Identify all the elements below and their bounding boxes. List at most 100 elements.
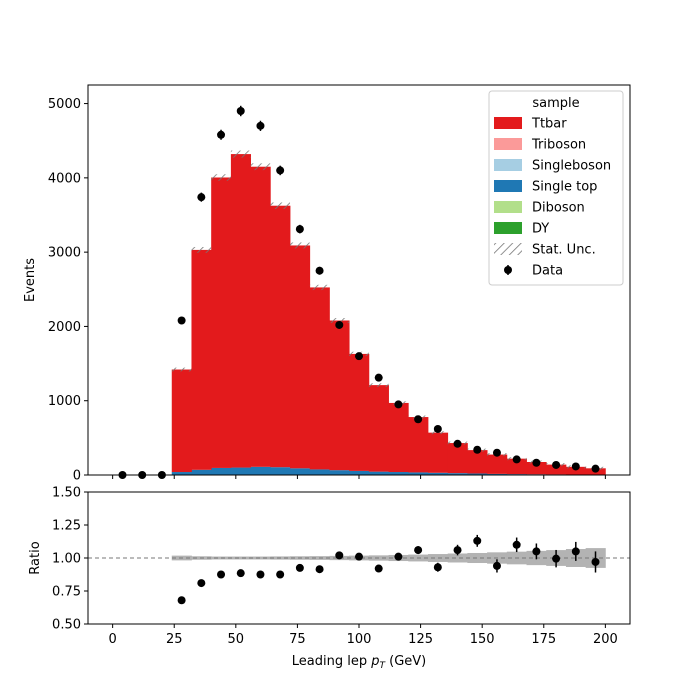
bar-single-top-4 [250,466,271,475]
data-point-9 [295,225,304,234]
stat-unc-band-7 [309,284,330,291]
xlabel-prefix: Leading lep [292,654,371,669]
data-point-20 [512,455,521,464]
bar-single-top-11 [388,472,409,475]
bar-ttbar-20 [565,466,587,475]
legend-swatch-single-top [494,180,522,192]
main-ytick-label-5: 5000 [48,97,81,112]
legend-label-triboson: Triboson [531,138,586,153]
ratio-point-19 [552,554,561,563]
bar-ttbar-17 [506,458,527,475]
legend-swatch-data [504,266,512,274]
ratio-point-6 [295,563,304,572]
legend-title: sample [532,96,579,111]
ratio-xtick-label-2: 50 [228,632,245,647]
ratio-xtick-label-4: 100 [347,632,372,647]
ratio-point-15 [473,536,482,545]
xlabel-var: p [370,654,379,669]
legend-label-data: Data [532,264,563,279]
xlabel-unit: (GeV) [385,654,426,669]
bar-ttbar-9 [349,353,370,471]
ratio-xtick-label-3: 75 [289,632,306,647]
bar-single-top-0 [171,472,192,475]
ratio-point-20 [571,547,580,556]
bar-single-top-7 [309,469,330,475]
bar-ttbar-12 [408,417,429,473]
legend-swatch-stat-unc [494,243,522,255]
data-point-7 [256,121,265,130]
ratio-point-1 [197,579,206,588]
bar-ttbar-1 [191,249,212,470]
stat-unc-band-3 [230,150,251,158]
bar-single-top-2 [211,467,232,475]
legend-box [488,90,624,286]
data-point-23 [571,462,580,471]
bar-ttbar-14 [447,443,468,474]
bar-ttbar-15 [467,450,488,474]
ratio-point-8 [335,551,344,560]
ratio-point-11 [394,552,403,561]
bar-single-top-13 [427,472,449,475]
ratio-unc-band-4 [250,556,271,560]
legend-label-stat-unc: Stat. Unc. [532,243,596,258]
ratio-point-7 [315,565,324,574]
data-point-13 [374,373,383,382]
bar-ttbar-4 [250,166,271,467]
ratio-panel: 0.50 0.75 1.00 1.25 1.50 0 25 50 75 100 125 150 175 2… [28,486,631,671]
data-point-24 [591,464,600,473]
stat-unc-band-1 [191,246,212,253]
legend-swatch-diboson [494,201,522,213]
xlabel-sub: T [379,661,386,671]
ratio-point-17 [512,540,521,549]
main-ytick-label-1: 1000 [48,394,81,409]
legend-swatch-ttbar [494,117,522,129]
data-point-6 [236,107,245,115]
data-point-4 [197,193,206,202]
data-point-8 [276,166,285,175]
ratio-ytick-label-3: 1.25 [52,519,81,534]
data-point-14 [394,400,403,409]
bar-ttbar-13 [427,432,449,473]
ratio-xlabel: Leading lep pT (GeV) [292,654,426,671]
ratio-xtick-label-7: 175 [531,632,556,647]
ratio-point-13 [433,563,442,572]
legend-label-diboson: Diboson [532,201,585,216]
bar-single-top-10 [368,471,389,475]
ratio-point-12 [414,546,423,555]
ratio-point-9 [355,552,363,561]
main-panel: 0 1000 2000 3000 4000 5000 Events [23,84,631,484]
bar-single-top-14 [447,473,468,475]
data-point-12 [355,352,363,361]
ratio-point-4 [256,570,265,579]
bar-single-top-5 [270,467,291,475]
bar-single-top-12 [408,472,429,475]
main-ytick-label-0: 0 [73,469,81,484]
bar-ttbar-18 [526,462,547,475]
bar-single-top-8 [329,470,350,475]
bar-ttbar-16 [487,454,508,474]
stat-unc-band-5 [270,202,291,209]
legend-label-single-top: Single top [532,180,597,195]
main-ytick-label-2: 2000 [48,320,81,335]
ratio-ytick-label-4: 1.50 [52,486,81,501]
data-point-3 [177,316,186,325]
ratio-point-5 [276,570,285,579]
legend-swatch-triboson [494,138,522,150]
bar-ttbar-7 [309,287,330,470]
data-point-5 [217,130,226,139]
ratio-ylabel: Ratio [28,541,43,574]
ratio-xtick-label-0: 0 [108,632,116,647]
ratio-point-2 [217,570,226,579]
bar-ttbar-3 [230,154,251,468]
ratio-xtick-label-1: 25 [166,632,183,647]
bar-ttbar-5 [270,205,291,468]
ratio-ytick-label-2: 1.00 [52,552,81,567]
ratio-point-16 [492,561,501,570]
ratio-point-14 [453,546,462,555]
stat-unc-band-2 [211,174,231,181]
data-point-11 [335,320,344,329]
bar-ttbar-11 [388,402,409,473]
stat-unc-band-6 [290,242,310,249]
data-point-10 [315,266,324,275]
